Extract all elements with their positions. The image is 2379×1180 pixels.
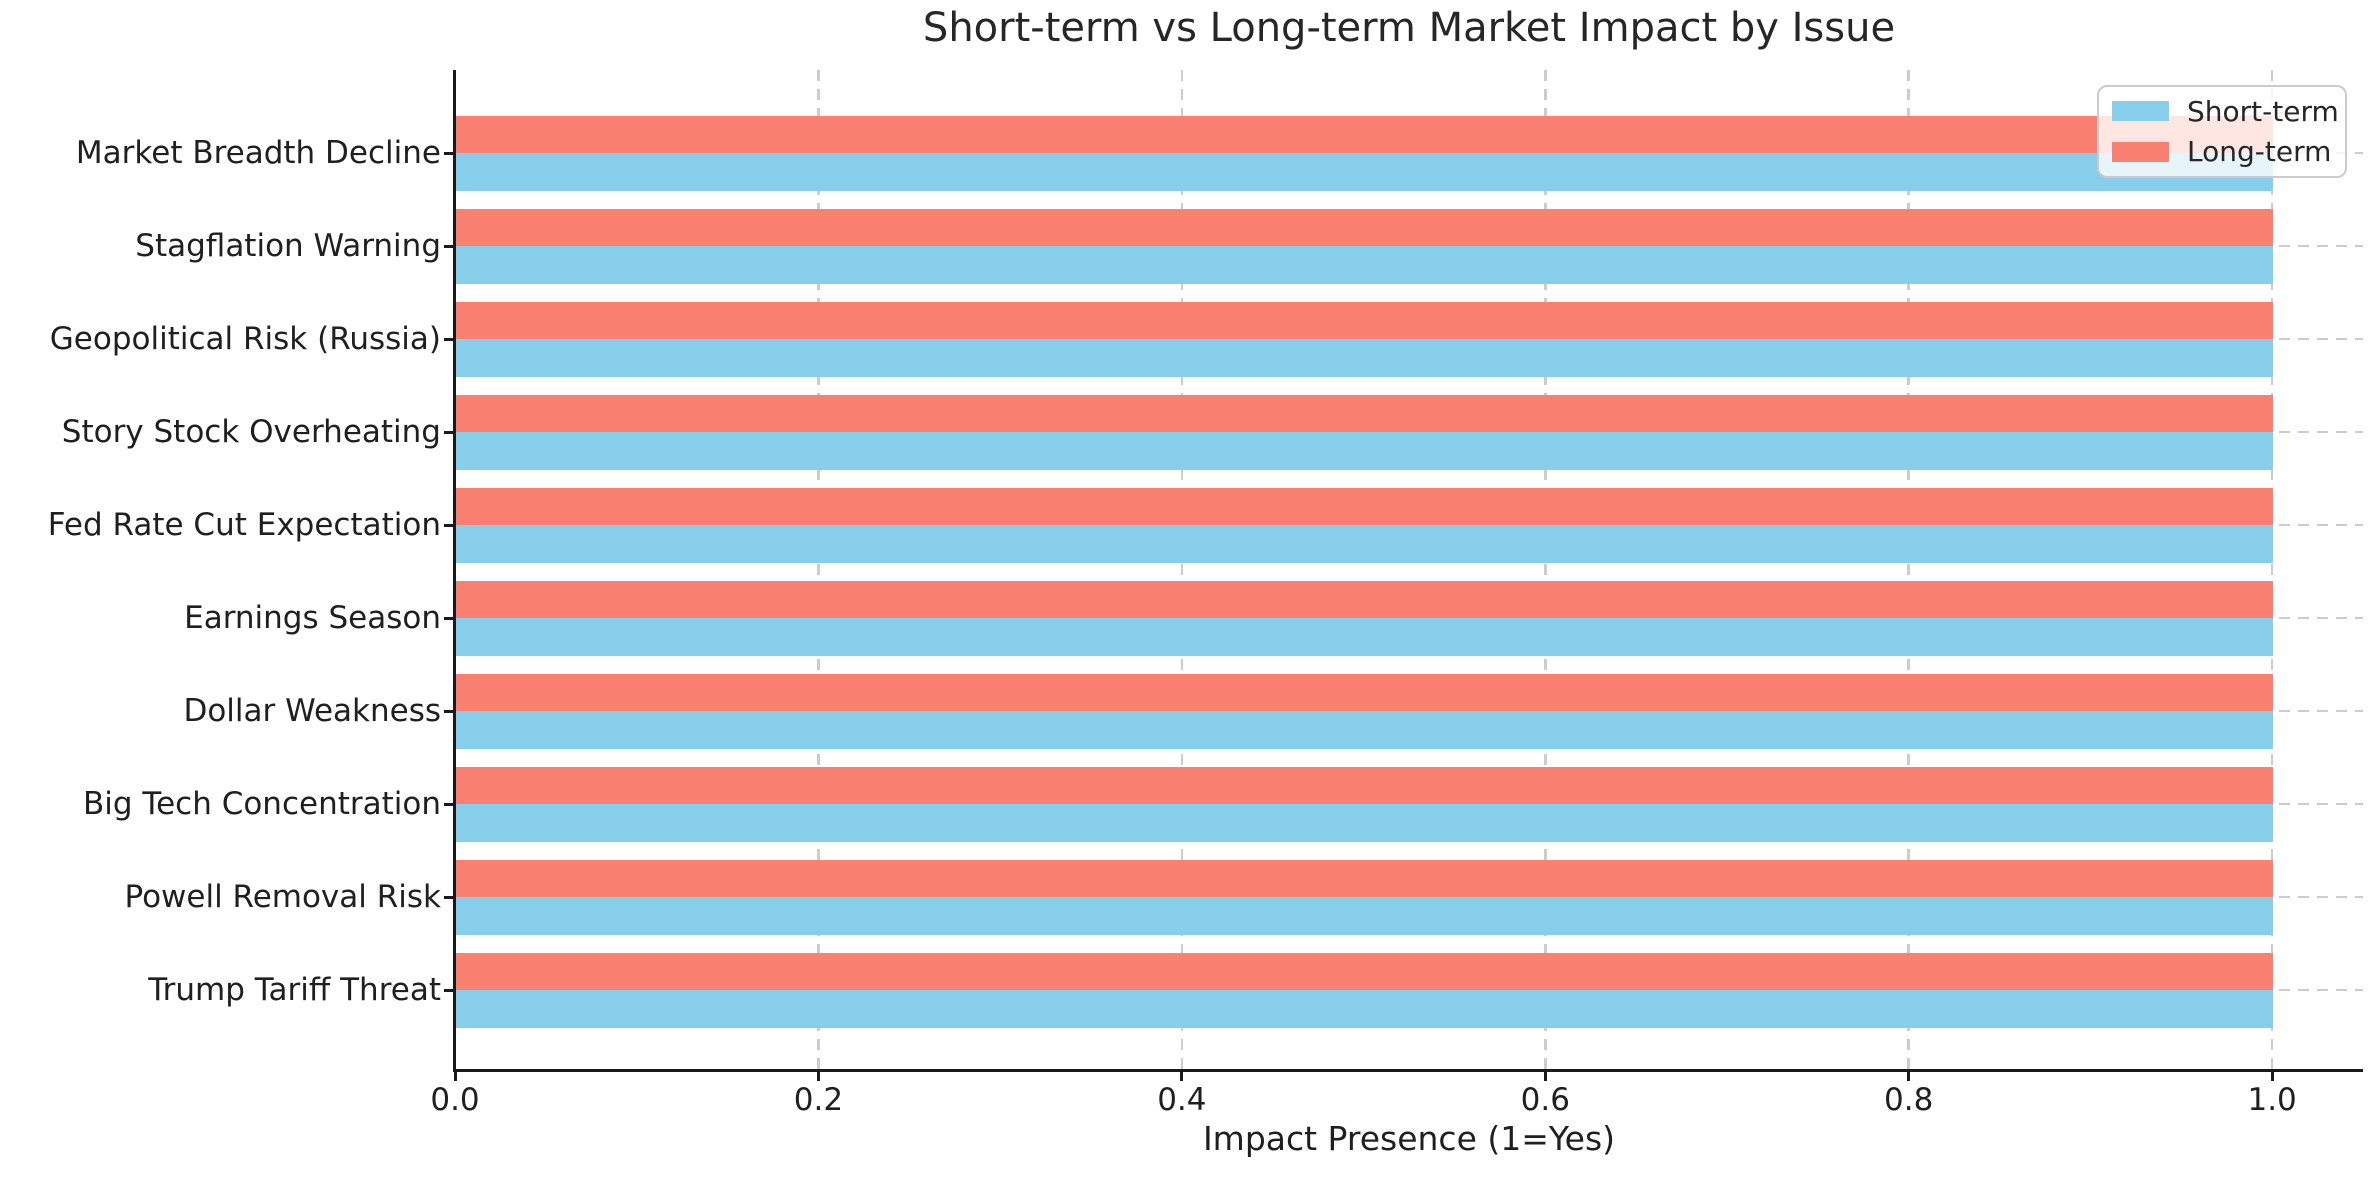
chart-title: Short-term vs Long-term Market Impact by…	[922, 5, 1896, 51]
legend-label-long-term: Long-term	[2187, 135, 2332, 169]
gridline-x-0-8	[1907, 70, 1910, 1070]
x-tick-0-2	[816, 1070, 820, 1081]
x-tick-label-0-6: 0.6	[1520, 1082, 1570, 1118]
gridline-x-1-0	[2270, 70, 2274, 1070]
y-tick-story-stock-overheating	[444, 430, 455, 434]
x-tick-0-0	[453, 1070, 457, 1081]
y-tick-powell-removal-risk	[444, 895, 455, 899]
y-tick-geopolitical-risk-russia	[444, 337, 455, 341]
category-label-big-tech-concentration: Big Tech Concentration	[83, 786, 441, 822]
legend-item-short-term: Short-term	[2112, 95, 2345, 128]
x-tick-label-0-8: 0.8	[1884, 1082, 1934, 1118]
x-tick-label-0-4: 0.4	[1157, 1082, 1207, 1118]
category-label-geopolitical-risk-russia: Geopolitical Risk (Russia)	[49, 321, 441, 357]
bar-short-term-trump-tariff-threat	[456, 990, 2274, 1028]
bar-long-term-geopolitical-risk-russia	[456, 301, 2274, 339]
bar-long-term-big-tech-concentration	[456, 766, 2274, 804]
bar-long-term-fed-rate-cut-expectation	[456, 487, 2274, 525]
bar-short-term-geopolitical-risk-russia	[456, 339, 2274, 377]
plot-area	[455, 70, 2363, 1070]
gridline-x-0-2	[817, 70, 820, 1070]
bar-short-term-fed-rate-cut-expectation	[456, 525, 2274, 563]
x-tick-label-1-0: 1.0	[2247, 1082, 2297, 1118]
legend: Short-term Long-term	[2097, 85, 2347, 178]
category-label-trump-tariff-threat: Trump Tariff Threat	[148, 972, 441, 1008]
bar-short-term-powell-removal-risk	[456, 897, 2274, 935]
bar-short-term-dollar-weakness	[456, 711, 2274, 749]
x-axis-label: Impact Presence (1=Yes)	[1202, 1119, 1616, 1158]
bar-long-term-stagflation-warning	[456, 208, 2274, 246]
bar-long-term-trump-tariff-threat	[456, 952, 2274, 990]
y-tick-earnings-season	[444, 616, 455, 620]
bar-long-term-story-stock-overheating	[456, 394, 2274, 432]
legend-label-short-term: Short-term	[2187, 94, 2339, 128]
bar-short-term-stagflation-warning	[456, 246, 2274, 284]
category-label-powell-removal-risk: Powell Removal Risk	[124, 879, 441, 915]
bar-short-term-story-stock-overheating	[456, 432, 2274, 470]
y-tick-trump-tariff-threat	[444, 988, 455, 992]
gridline-x-0-4	[1180, 70, 1184, 1070]
y-tick-fed-rate-cut-expectation	[444, 523, 455, 527]
legend-item-long-term: Long-term	[2112, 135, 2345, 168]
x-tick-0-4	[1180, 1070, 1184, 1081]
legend-swatch-long-term	[2112, 141, 2169, 162]
bar-long-term-market-breadth-decline	[456, 115, 2274, 153]
bar-long-term-powell-removal-risk	[456, 859, 2274, 897]
bar-short-term-earnings-season	[456, 618, 2274, 656]
x-tick-0-8	[1907, 1070, 1911, 1081]
x-tick-label-0-2: 0.2	[793, 1082, 844, 1118]
y-tick-big-tech-concentration	[444, 802, 455, 806]
legend-swatch-short-term	[2112, 101, 2169, 122]
gridline-x-0-6	[1544, 70, 1547, 1070]
x-axis-spine	[453, 1069, 2363, 1072]
category-label-story-stock-overheating: Story Stock Overheating	[61, 414, 441, 450]
category-label-stagflation-warning: Stagflation Warning	[135, 228, 441, 264]
category-label-market-breadth-decline: Market Breadth Decline	[75, 135, 441, 171]
category-label-dollar-weakness: Dollar Weakness	[183, 693, 441, 729]
bar-long-term-dollar-weakness	[456, 673, 2274, 711]
x-tick-1-0	[2270, 1070, 2274, 1081]
bar-short-term-market-breadth-decline	[456, 153, 2274, 191]
category-label-earnings-season: Earnings Season	[184, 600, 441, 636]
bar-short-term-big-tech-concentration	[456, 804, 2274, 842]
bar-long-term-earnings-season	[456, 580, 2274, 618]
x-tick-label-0-0: 0.0	[430, 1082, 480, 1118]
x-tick-0-6	[1543, 1070, 1547, 1081]
y-axis-spine	[453, 70, 456, 1072]
y-tick-market-breadth-decline	[444, 151, 455, 155]
category-label-fed-rate-cut-expectation: Fed Rate Cut Expectation	[47, 507, 441, 543]
y-tick-dollar-weakness	[444, 709, 455, 713]
y-tick-stagflation-warning	[444, 244, 455, 248]
